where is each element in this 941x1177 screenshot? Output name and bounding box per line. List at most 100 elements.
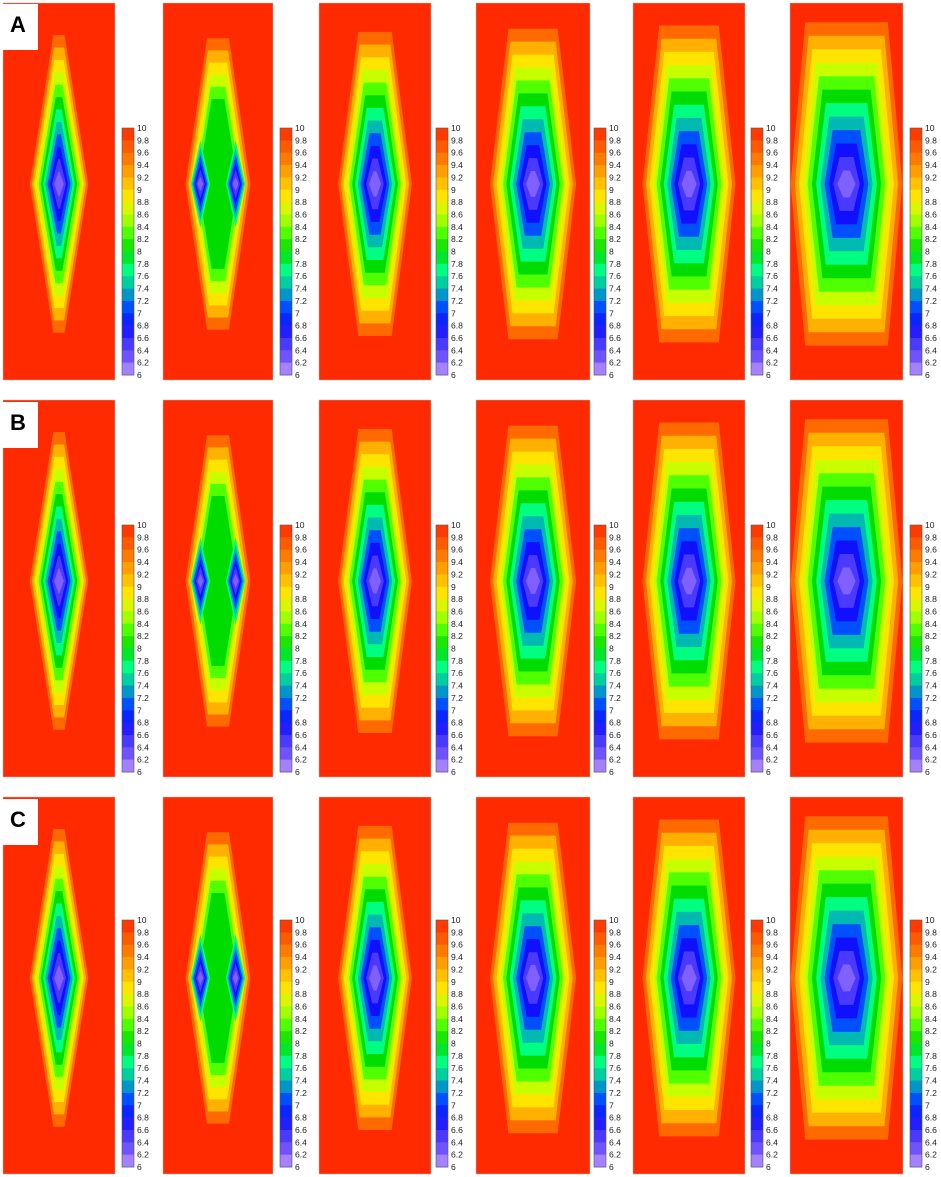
colorbar-swatch [910, 1031, 922, 1044]
colorbar-swatch [910, 1092, 922, 1106]
colorbar-swatch [594, 300, 606, 314]
colorbar-swatch [122, 969, 134, 983]
colorbar-tick-label: 8 [925, 644, 930, 654]
colorbar-swatch [436, 957, 448, 970]
contour-frame [789, 796, 904, 1175]
colorbar-tick-label: 7.2 [137, 296, 149, 306]
colorbar-tick-label: 8.6 [925, 607, 937, 617]
colorbar: 10 9.8 9.6 9.4 9.2 9 8.8 8.6 8.4 8.2 8 7.8 7.6 7.4 7.2… [279, 915, 307, 1172]
colorbar-tick-label: 7 [137, 308, 142, 318]
colorbar-swatch [751, 251, 763, 265]
colorbar-swatch [280, 932, 292, 946]
colorbar-swatch [910, 1129, 922, 1143]
contour-band [369, 171, 381, 197]
colorbar-swatch [594, 165, 606, 178]
colorbar-swatch [436, 300, 448, 314]
colorbar-swatch [751, 562, 763, 575]
colorbar-tick-label: 7.2 [295, 1088, 307, 1098]
colorbar-tick-label: 9.8 [295, 135, 307, 145]
colorbar-swatch [594, 994, 606, 1007]
colorbar-swatch [594, 1006, 606, 1020]
colorbar-swatch [910, 251, 922, 265]
colorbar-swatch [594, 562, 606, 575]
contour-frame [632, 796, 746, 1175]
colorbar-tick-label: 6.8 [766, 321, 778, 331]
colorbar-tick-label: 10 [295, 123, 305, 133]
colorbar-swatch [122, 1129, 134, 1143]
colorbar-tick-label: 9.4 [609, 160, 621, 170]
colorbar-tick-label: 9.2 [925, 964, 937, 974]
colorbar-tick-label: 6.2 [295, 1150, 307, 1160]
colorbar: 10 9.8 9.6 9.4 9.2 9 8.8 8.6 8.4 8.2 8 7.8 7.6 7.4 7.2… [750, 123, 778, 380]
colorbar-tick-label: 8 [137, 644, 142, 654]
colorbar-tick-label: 6.6 [925, 1125, 937, 1135]
colorbar-tick-label: 6.6 [451, 730, 463, 740]
colorbar-tick-label: 6.6 [295, 333, 307, 343]
contour-frame [2, 796, 116, 1175]
colorbar-tick-label: 6.4 [451, 742, 463, 752]
colorbar-swatch [594, 525, 606, 538]
colorbar-swatch [436, 276, 448, 290]
colorbar-tick-label: 9 [137, 977, 142, 987]
colorbar-swatch [751, 1031, 763, 1044]
colorbar-swatch [436, 239, 448, 252]
colorbar-tick-label: 10 [766, 123, 776, 133]
colorbar-swatch [436, 1068, 448, 1082]
colorbar-tick-label: 9.2 [451, 569, 463, 579]
colorbar-tick-label: 9.6 [137, 940, 149, 950]
colorbar-tick-label: 6.4 [766, 1137, 778, 1147]
colorbar-tick-label: 7.2 [451, 693, 463, 703]
colorbar-tick-label: 8.4 [137, 222, 149, 232]
colorbar-swatch [751, 1043, 763, 1057]
colorbar-tick-label: 7.6 [137, 1063, 149, 1073]
colorbar-tick-label: 9.2 [451, 172, 463, 182]
colorbar-swatch [910, 189, 922, 203]
colorbar-swatch [436, 537, 448, 551]
colorbar-tick-label: 9.6 [925, 148, 937, 158]
colorbar-swatch [122, 337, 134, 351]
colorbar-tick-label: 6.4 [609, 345, 621, 355]
colorbar-swatch [280, 981, 292, 995]
colorbar-swatch [910, 300, 922, 314]
colorbar-tick-label: 6.4 [451, 1137, 463, 1147]
colorbar-tick-label: 9.4 [925, 160, 937, 170]
colorbar-tick-label: 8.6 [609, 607, 621, 617]
colorbar-swatch [122, 1117, 134, 1131]
colorbar-tick-label: 9 [137, 185, 142, 195]
colorbar-swatch [594, 574, 606, 588]
colorbar-swatch [280, 710, 292, 724]
colorbar-tick-label: 7 [766, 308, 771, 318]
colorbar-tick-label: 9.2 [295, 172, 307, 182]
colorbar-swatch [751, 710, 763, 724]
colorbar-swatch [751, 1068, 763, 1082]
colorbar-tick-label: 6.8 [766, 1113, 778, 1123]
colorbar-tick-label: 9.4 [137, 160, 149, 170]
colorbar-swatch [280, 599, 292, 612]
contour-frame [318, 2, 432, 381]
colorbar-tick-label: 8.6 [451, 1002, 463, 1012]
colorbar-tick-label: 8.2 [925, 234, 937, 244]
colorbar-tick-label: 9.8 [137, 532, 149, 542]
colorbar-tick-label: 9.6 [766, 940, 778, 950]
colorbar-swatch [751, 226, 763, 240]
colorbar-tick-label: 8.4 [137, 1014, 149, 1024]
colorbar-swatch [751, 537, 763, 551]
colorbar-tick-label: 8.4 [451, 222, 463, 232]
colorbar-tick-label: 10 [766, 915, 776, 925]
colorbar-tick-label: 8.6 [295, 1002, 307, 1012]
colorbar-tick-label: 6.6 [609, 730, 621, 740]
colorbar-swatch [436, 734, 448, 748]
colorbar-swatch [436, 636, 448, 649]
colorbar-tick-label: 6.8 [137, 718, 149, 728]
colorbar-tick-label: 7.8 [925, 1051, 937, 1061]
colorbar-swatch [910, 1006, 922, 1020]
colorbar-swatch [436, 1080, 448, 1094]
colorbar-tick-label: 7.2 [766, 296, 778, 306]
colorbar-swatch [280, 673, 292, 687]
colorbar-tick-label: 8.8 [295, 594, 307, 604]
colorbar-tick-label: 7.2 [295, 693, 307, 703]
colorbar-swatch [280, 1154, 292, 1168]
colorbar-tick-label: 6.6 [609, 333, 621, 343]
colorbar-swatch [910, 759, 922, 773]
colorbar-tick-label: 9.2 [609, 964, 621, 974]
